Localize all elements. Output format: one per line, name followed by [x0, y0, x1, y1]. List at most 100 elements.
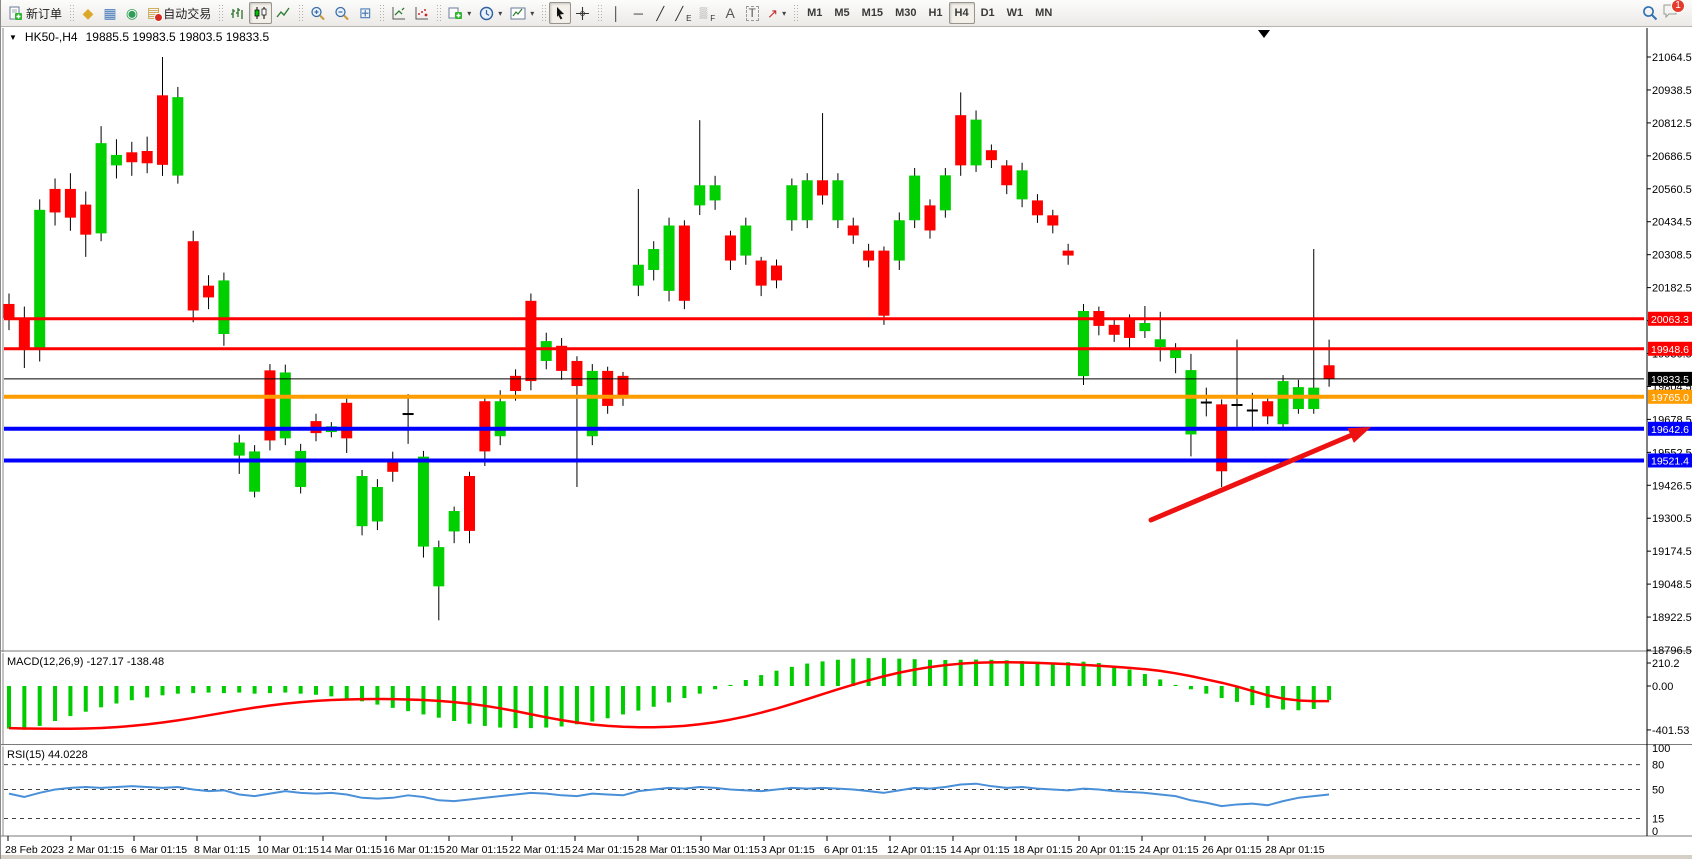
svg-text:20812.5: 20812.5 — [1652, 118, 1692, 130]
templates-button[interactable]: ▾ — [506, 2, 538, 24]
timeframe-d1[interactable]: D1 — [975, 2, 1001, 24]
toolbar-grip — [298, 4, 304, 22]
svg-text:19174.5: 19174.5 — [1652, 546, 1692, 558]
indicator-window-button[interactable] — [387, 2, 410, 24]
dropdown-caret-icon: ▾ — [467, 8, 472, 18]
date-axis[interactable]: 28 Feb 2023 2 Mar 01:15 6 Mar 01:15 8 Mar 0… — [5, 836, 1325, 856]
candles-layer — [3, 57, 1335, 621]
shift-marker-icon[interactable] — [1258, 30, 1270, 38]
arrows-tool-button[interactable]: ↗ ▾ — [763, 2, 790, 24]
timeframe-m5[interactable]: M5 — [828, 2, 855, 24]
svg-text:14 Apr 01:15: 14 Apr 01:15 — [950, 844, 1010, 856]
crosshair-tool-button[interactable] — [571, 2, 594, 24]
timeframe-m15[interactable]: M15 — [856, 2, 889, 24]
search-button[interactable] — [1638, 2, 1662, 24]
timeframe-w1[interactable]: W1 — [1001, 2, 1030, 24]
svg-text:20434.5: 20434.5 — [1652, 217, 1692, 229]
cursor-icon — [556, 7, 564, 20]
search-icon — [1643, 6, 1658, 21]
horizontal-lines[interactable]: 20063.3 19948.6 19833.5 19765.0 19642.6 19521… — [4, 311, 1692, 468]
svg-text:28 Apr 01:15: 28 Apr 01:15 — [1265, 844, 1325, 856]
zoom-in-button[interactable] — [306, 2, 330, 24]
bar-chart-icon — [231, 8, 243, 19]
channel-tool-button[interactable]: ╱ E — [671, 2, 695, 24]
add-indicator-button[interactable]: ▾ — [444, 2, 475, 24]
svg-text:6 Apr 01:15: 6 Apr 01:15 — [824, 844, 878, 856]
rsi-label: RSI(15) 44.0228 — [7, 749, 88, 761]
timeframe-h4[interactable]: H4 — [948, 2, 975, 24]
market-watch-button[interactable]: ◆ — [77, 2, 99, 24]
new-order-button[interactable]: 新订单 — [4, 2, 66, 24]
svg-text:19426.5: 19426.5 — [1652, 480, 1692, 492]
svg-text:20560.5: 20560.5 — [1652, 184, 1692, 196]
data-window-icon: ▦ — [103, 4, 117, 21]
indicator-list-button[interactable] — [410, 2, 433, 24]
svg-text:15: 15 — [1652, 814, 1664, 826]
chart-symbol-label: HK50-,H4 — [24, 30, 78, 44]
bar-chart-button[interactable] — [226, 2, 249, 24]
svg-text:0: 0 — [1652, 826, 1658, 838]
svg-text:6 Mar 01:15: 6 Mar 01:15 — [131, 844, 187, 856]
svg-text:8 Mar 01:15: 8 Mar 01:15 — [194, 844, 250, 856]
toolbar-grip — [218, 4, 224, 22]
svg-text:22 Mar 01:15: 22 Mar 01:15 — [509, 844, 571, 856]
toolbar-grip — [597, 4, 603, 22]
label-tool-button[interactable]: T — [741, 2, 763, 24]
label-tool-icon: T — [745, 5, 759, 21]
fibonacci-icon: ▒ — [699, 6, 708, 19]
navigator-button[interactable]: ◉ — [121, 2, 143, 24]
vertical-line-tool-button[interactable]: │ — [605, 2, 627, 24]
svg-text:3 Apr 01:15: 3 Apr 01:15 — [761, 844, 815, 856]
trendline-tool-button[interactable]: ╱ — [649, 2, 671, 24]
trendline-icon: ╱ — [656, 5, 665, 21]
autotrading-button[interactable]: ▤ 自动交易 — [143, 2, 215, 24]
svg-text:26 Apr 01:15: 26 Apr 01:15 — [1202, 844, 1262, 856]
timeframe-mn[interactable]: MN — [1029, 2, 1058, 24]
cursor-tool-button[interactable] — [549, 2, 572, 24]
collapse-triangle-icon[interactable]: ▼ — [9, 32, 17, 42]
svg-text:20063.3: 20063.3 — [1651, 314, 1689, 326]
zoom-out-button[interactable] — [330, 2, 354, 24]
tile-windows-button[interactable]: ⊞ — [354, 2, 376, 24]
crosshair-icon — [576, 6, 590, 20]
svg-text:210.2: 210.2 — [1652, 658, 1680, 670]
timeframe-m30[interactable]: M30 — [889, 2, 922, 24]
horizontal-line-icon: ─ — [633, 5, 643, 21]
svg-text:19048.5: 19048.5 — [1652, 579, 1692, 591]
data-window-button[interactable]: ▦ — [99, 2, 121, 24]
svg-text:10 Mar 01:15: 10 Mar 01:15 — [257, 844, 319, 856]
svg-text:30 Mar 01:15: 30 Mar 01:15 — [698, 844, 760, 856]
toolbar-grip — [379, 4, 385, 22]
line-chart-button[interactable] — [272, 2, 295, 24]
autotrading-label: 自动交易 — [163, 6, 212, 21]
svg-text:24 Mar 01:15: 24 Mar 01:15 — [572, 844, 634, 856]
svg-text:20182.5: 20182.5 — [1652, 283, 1692, 295]
chart-frame — [1, 28, 1692, 859]
period-selector-button[interactable]: ▾ — [475, 2, 506, 24]
svg-text:18 Apr 01:15: 18 Apr 01:15 — [1013, 844, 1073, 856]
macd-axis: 210.2 0.00 -401.53 — [1647, 658, 1689, 737]
dropdown-caret-icon: ▾ — [782, 8, 787, 18]
svg-text:19642.6: 19642.6 — [1651, 424, 1689, 436]
horizontal-line-tool-button[interactable]: ─ — [627, 2, 649, 24]
svg-text:18796.5: 18796.5 — [1652, 645, 1692, 657]
candlestick-chart-button[interactable] — [249, 2, 273, 24]
rsi-axis: 100 80 50 150 — [4, 743, 1670, 838]
text-tool-button[interactable]: A — [719, 2, 741, 24]
svg-text:16 Mar 01:15: 16 Mar 01:15 — [383, 844, 445, 856]
svg-text:28 Feb 2023: 28 Feb 2023 — [5, 844, 64, 856]
trend-arrow-annotation[interactable] — [1148, 427, 1371, 523]
svg-text:18922.5: 18922.5 — [1652, 612, 1692, 624]
svg-text:80: 80 — [1652, 760, 1664, 772]
svg-text:19521.4: 19521.4 — [1651, 455, 1689, 467]
fibonacci-tool-button[interactable]: ▒ F — [695, 2, 719, 24]
tile-windows-icon: ⊞ — [358, 4, 372, 22]
timeframe-m1[interactable]: M1 — [801, 2, 828, 24]
timeframe-h1[interactable]: H1 — [922, 2, 948, 24]
svg-text:20938.5: 20938.5 — [1652, 85, 1692, 97]
notification-badge: 1 — [1671, 0, 1685, 13]
svg-text:-401.53: -401.53 — [1652, 725, 1689, 737]
notifications-button[interactable]: 1 — [1662, 0, 1685, 24]
